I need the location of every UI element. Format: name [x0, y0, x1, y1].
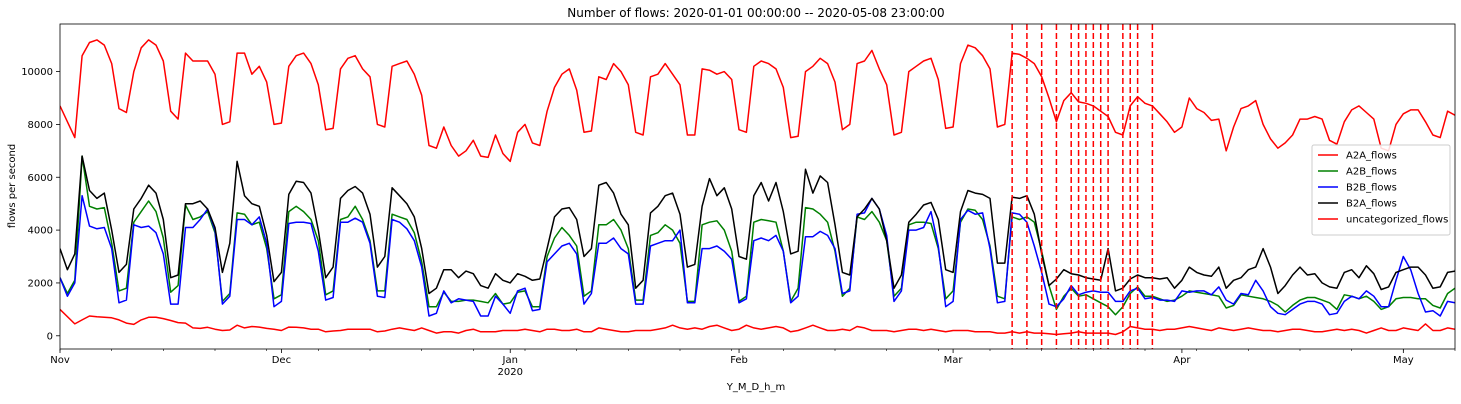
x-tick-label: Nov — [50, 355, 70, 366]
legend-label: B2B_flows — [1346, 183, 1397, 194]
series-group — [60, 24, 1455, 349]
legend-label: B2A_flows — [1346, 199, 1397, 210]
legend-label: uncategorized_flows — [1346, 215, 1448, 226]
y-tick-label: 10000 — [21, 67, 53, 78]
x-tick-label: May — [1393, 355, 1414, 366]
x-tick-label: Apr — [1173, 355, 1191, 366]
chart-title: Number of flows: 2020-01-01 00:00:00 -- … — [567, 6, 944, 20]
plot-frame — [59, 23, 1456, 350]
series-line-uncategorized_flows — [60, 308, 1455, 336]
x-tick-label: Jan — [502, 355, 518, 366]
x-tick-sublabel: 2020 — [498, 367, 523, 378]
legend-label: A2A_flows — [1346, 151, 1397, 162]
y-tick-label: 0 — [47, 331, 53, 342]
y-tick-label: 8000 — [28, 120, 53, 131]
series-line-B2A_flows — [60, 155, 1455, 295]
y-axis-label: flows per second — [7, 144, 18, 228]
x-tick-label: Feb — [730, 355, 748, 366]
legend-box — [1311, 144, 1451, 236]
x-tick-label: Dec — [272, 355, 291, 366]
plot-area — [60, 24, 1455, 349]
legend-label: A2B_flows — [1346, 167, 1397, 178]
series-line-A2A_flows — [60, 39, 1455, 163]
y-tick-label: 4000 — [28, 226, 53, 237]
series-line-B2B_flows — [60, 194, 1455, 317]
legend: A2A_flows A2B_flows B2B_flows B2A_flowsunca… — [1311, 144, 1451, 236]
x-axis-label: Y_M_D_h_m — [726, 382, 786, 393]
x-tick-label: Mar — [944, 355, 964, 366]
y-tick-label: 2000 — [28, 278, 53, 289]
y-tick-label: 6000 — [28, 173, 53, 184]
